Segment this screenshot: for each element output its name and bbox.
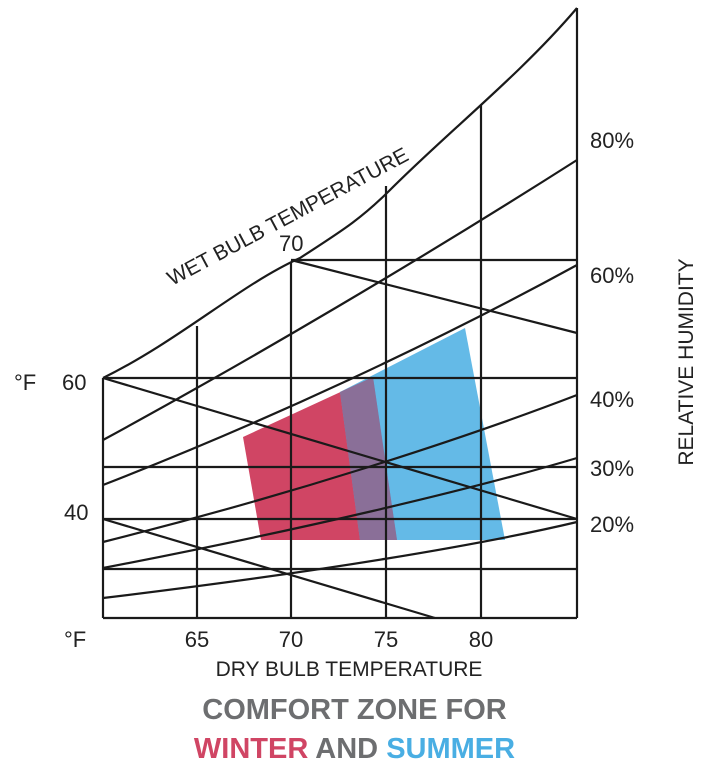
rh-curve-20: [102, 520, 578, 600]
caption-and: AND: [315, 733, 379, 765]
rh-curve-30: [102, 456, 578, 570]
wet-bulb-title: WET BULB TEMPERATURE: [164, 144, 413, 291]
caption-line-2: WINTER AND SUMMER: [0, 733, 709, 766]
overlap-comfort-zone: [340, 377, 397, 540]
caption-winter: WINTER: [193, 733, 309, 765]
bottom-tick-75: 75: [374, 627, 398, 652]
unit-bottom: °F: [64, 627, 86, 652]
dry-bulb-title: DRY BULB TEMPERATURE: [216, 658, 483, 681]
unit-left: °F: [14, 370, 36, 395]
rh-tick-60: 60%: [590, 263, 634, 288]
rh-title: RELATIVE HUMIDITY: [675, 258, 698, 465]
bottom-tick-70: 70: [279, 627, 303, 652]
psychrometric-chart: WET BULB TEMPERATURE 70 °F 60 40 °F 65 7…: [14, 7, 698, 681]
rh-tick-20: 20%: [590, 512, 634, 537]
caption-summer: SUMMER: [386, 733, 516, 765]
bottom-tick-65: 65: [185, 627, 209, 652]
rh-tick-40: 40%: [590, 387, 634, 412]
caption-line-1: COMFORT ZONE FOR: [202, 694, 507, 726]
wet-bulb-line-60: [102, 376, 578, 521]
left-tick-60: 60: [62, 370, 86, 395]
rh-curve-60: [102, 264, 578, 487]
rh-curve-80: [102, 159, 578, 441]
rh-tick-80: 80%: [590, 128, 634, 153]
chart-grid: [101, 7, 579, 620]
rh-tick-30: 30%: [590, 456, 634, 481]
wet-bulb-tick-70: 70: [279, 231, 303, 256]
wet-bulb-line-40: [102, 517, 436, 620]
left-tick-40: 40: [64, 500, 88, 525]
wet-bulb-line-70: [290, 258, 578, 335]
saturation-curve: [102, 7, 578, 379]
bottom-tick-80: 80: [469, 627, 493, 652]
rh-curve-40: [102, 393, 578, 544]
